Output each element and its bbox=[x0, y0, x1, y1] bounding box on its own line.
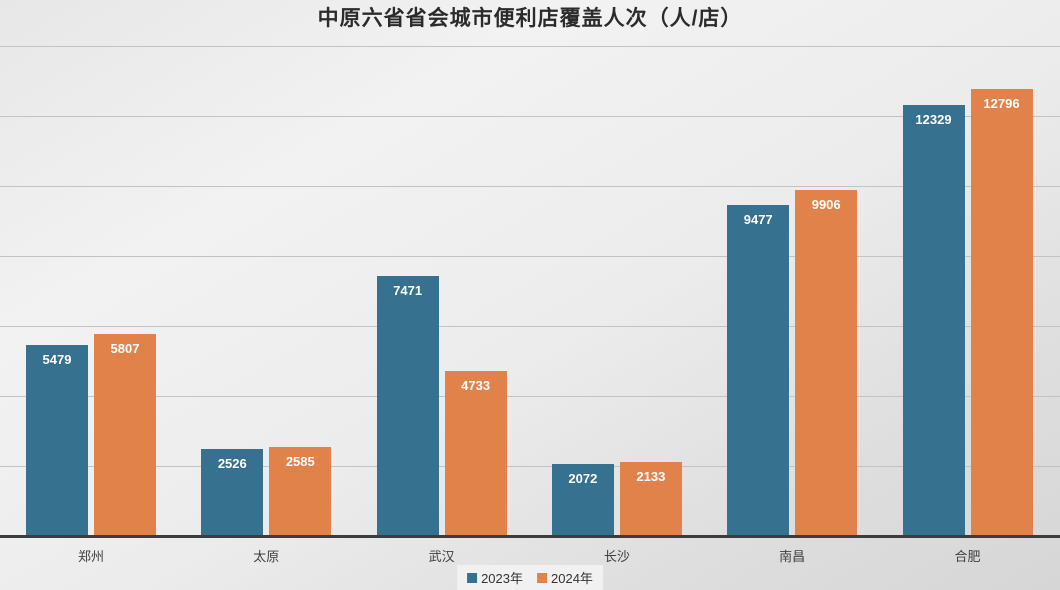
legend-swatch-icon bbox=[467, 572, 478, 583]
bar-value-label: 9906 bbox=[811, 197, 841, 212]
bar-series1-group0: 5807 bbox=[94, 334, 156, 537]
bar-value-label: 9477 bbox=[743, 212, 773, 227]
gridline bbox=[0, 116, 1060, 117]
bar-series0-group0: 5479 bbox=[26, 345, 88, 537]
x-axis-label-group5: 合肥 bbox=[954, 549, 981, 564]
gridline bbox=[0, 46, 1060, 47]
gridline bbox=[0, 326, 1060, 327]
x-axis-label-group0: 郑州 bbox=[77, 549, 104, 564]
bar-value-label: 5479 bbox=[42, 352, 72, 367]
bar-series0-group4: 9477 bbox=[727, 205, 790, 537]
bar-series1-group1: 2585 bbox=[269, 447, 332, 537]
bar-value-label: 2133 bbox=[636, 469, 666, 484]
plot-area: 5479 5807 2526 2585 7471 4733 2072 2133 9477 9906… bbox=[0, 46, 1060, 537]
legend-label: 2023年 bbox=[481, 571, 523, 586]
bar-value-label: 5807 bbox=[110, 341, 140, 356]
gridline bbox=[0, 256, 1060, 257]
chart-title: 中原六省省会城市便利店覆盖人次（人/店） bbox=[317, 7, 743, 30]
bar-value-label: 2526 bbox=[217, 456, 247, 471]
legend-item-series0: 2023年 bbox=[467, 568, 523, 587]
bar-value-label: 12329 bbox=[915, 112, 952, 127]
bar-value-label: 12796 bbox=[983, 96, 1020, 111]
legend-label: 2024年 bbox=[551, 571, 593, 586]
legend-item-series1: 2024年 bbox=[537, 568, 593, 587]
legend: 2023年 2024年 bbox=[457, 565, 603, 590]
bar-series1-group5: 12796 bbox=[970, 89, 1033, 537]
bar-series0-group3: 2072 bbox=[551, 464, 614, 537]
x-axis-label-group3: 长沙 bbox=[603, 549, 630, 564]
bar-value-label: 7471 bbox=[393, 283, 423, 298]
x-axis-label-group2: 武汉 bbox=[428, 549, 455, 564]
bar-series0-group2: 7471 bbox=[376, 276, 439, 537]
gridline bbox=[0, 466, 1060, 467]
gridline bbox=[0, 396, 1060, 397]
x-axis-line bbox=[0, 535, 1060, 538]
bar-series0-group1: 2526 bbox=[201, 449, 264, 537]
bar-series1-group3: 2133 bbox=[619, 462, 682, 537]
bar-value-label: 2585 bbox=[285, 454, 315, 469]
x-axis-label-group4: 南昌 bbox=[779, 549, 806, 564]
legend-swatch-icon bbox=[537, 572, 547, 583]
gridline bbox=[0, 186, 1060, 187]
bar-value-label: 4733 bbox=[461, 378, 491, 393]
bar-value-label: 2072 bbox=[568, 471, 598, 486]
bar-series1-group2: 4733 bbox=[444, 371, 507, 537]
bar-series0-group5: 12329 bbox=[902, 105, 965, 537]
bar-series1-group4: 9906 bbox=[795, 190, 858, 537]
x-axis-label-group1: 太原 bbox=[253, 549, 280, 564]
